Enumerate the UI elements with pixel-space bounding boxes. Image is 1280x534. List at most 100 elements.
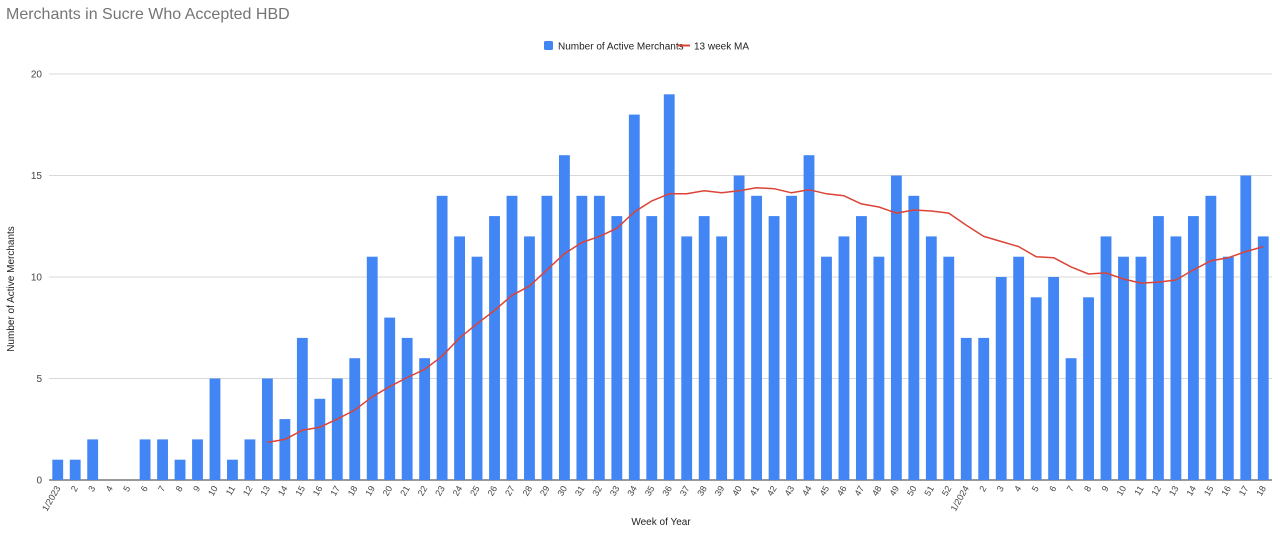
x-tick-label: 13: [258, 484, 272, 498]
x-tick-label: 49: [887, 484, 901, 498]
bar: [733, 175, 745, 480]
bar: [157, 439, 168, 480]
legend-label-line: 13 week MA: [694, 42, 749, 53]
bar: [1170, 236, 1182, 480]
x-tick-label: 3: [86, 484, 97, 493]
bar: [856, 216, 867, 480]
x-tick-label: 42: [765, 484, 779, 498]
x-tick-label: 21: [398, 484, 412, 498]
x-axis-title: Week of Year: [631, 517, 691, 528]
x-tick-label: 8: [1082, 484, 1093, 493]
x-tick-label: 15: [293, 484, 307, 498]
bar: [576, 195, 588, 481]
x-tick-label: 30: [555, 484, 569, 498]
bar: [401, 337, 413, 480]
bar: [1013, 256, 1025, 480]
x-tick-label: 5: [121, 484, 132, 493]
bar: [331, 378, 343, 480]
bar: [890, 175, 902, 480]
bar: [349, 358, 361, 480]
x-tick-label: 18: [346, 484, 360, 498]
x-tick-label: 24: [451, 484, 465, 498]
bar: [786, 195, 797, 481]
bar: [1065, 358, 1077, 480]
x-tick-label: 51: [922, 484, 936, 498]
x-tick-label: 23: [433, 484, 447, 498]
x-tick-label: 2: [977, 484, 988, 493]
bar-series: [52, 94, 1269, 481]
bar: [751, 195, 763, 481]
x-tick-label: 8: [174, 484, 185, 493]
bar: [978, 337, 990, 480]
bar: [541, 195, 553, 481]
x-tick-label: 3: [995, 484, 1006, 493]
bar: [1083, 297, 1094, 480]
bar: [663, 94, 675, 481]
bar: [1153, 216, 1164, 480]
x-tick-label: 6: [1047, 484, 1058, 493]
x-tick-label: 4: [104, 484, 115, 493]
x-tick-label: 22: [416, 484, 430, 498]
bar: [192, 439, 203, 480]
x-tick-label: 14: [276, 484, 290, 498]
legend-swatch-bars: [544, 41, 553, 50]
x-tick-label: 10: [206, 484, 220, 498]
x-tick-label: 26: [486, 484, 500, 498]
x-tick-label: 36: [660, 484, 674, 498]
bar: [768, 216, 780, 480]
x-tick-label: 44: [800, 484, 814, 498]
x-tick-label: 39: [713, 484, 727, 498]
bar: [279, 419, 291, 480]
bar: [524, 236, 535, 480]
legend: Number of Active Merchants 13 week MA: [544, 41, 749, 53]
line-series: [267, 186, 1264, 444]
chart-title: Merchants in Sucre Who Accepted HBD: [6, 6, 290, 23]
bar: [296, 337, 308, 480]
bar: [995, 277, 1007, 480]
bar: [1240, 175, 1252, 480]
x-tick-label: 35: [643, 484, 657, 498]
y-axis-title: Number of Active Merchants: [6, 226, 17, 352]
x-tick-label: 16: [1219, 484, 1233, 498]
bar: [960, 337, 972, 480]
bar: [87, 439, 99, 480]
x-tick-label: 40: [730, 484, 744, 498]
x-tick-label: 48: [870, 484, 884, 498]
bar: [1205, 195, 1217, 481]
x-tick-label: 33: [608, 484, 622, 498]
y-axis-ticks: 0 5 10 15 20: [31, 70, 43, 487]
bar: [838, 236, 850, 480]
bar: [1257, 236, 1269, 480]
x-tick-label: 52: [940, 484, 954, 498]
bar: [52, 459, 64, 480]
bar: [314, 398, 326, 480]
x-tick-label: 25: [468, 484, 482, 498]
bar: [1187, 216, 1199, 480]
bar: [139, 439, 151, 480]
x-tick-label: 1/2023: [40, 484, 62, 513]
y-tick-label: 5: [36, 374, 42, 385]
x-tick-label: 17: [328, 484, 342, 498]
bar: [681, 236, 693, 480]
bar: [873, 256, 885, 480]
x-tick-label: 17: [1237, 484, 1251, 498]
bar: [261, 378, 273, 480]
x-tick-label: 47: [852, 484, 866, 498]
bar: [384, 317, 396, 480]
x-tick-label: 19: [363, 484, 377, 498]
bar: [646, 216, 658, 480]
bar: [1048, 277, 1060, 480]
x-tick-label: 4: [1012, 484, 1023, 493]
x-axis-ticks: 1/2023 2 3 4 5 6 7 8 9 10 11 12 13 14 15 16 17 18 19 20 21 22…: [40, 484, 1268, 513]
x-tick-label: 2: [69, 484, 80, 493]
x-tick-label: 27: [503, 484, 517, 498]
bar: [821, 256, 832, 480]
x-tick-label: 38: [695, 484, 709, 498]
x-tick-label: 5: [1030, 484, 1041, 493]
x-tick-label: 6: [139, 484, 150, 493]
x-tick-label: 11: [1132, 484, 1145, 497]
x-tick-label: 18: [1254, 484, 1268, 498]
x-tick-label: 28: [521, 484, 535, 498]
x-tick-label: 29: [538, 484, 552, 498]
